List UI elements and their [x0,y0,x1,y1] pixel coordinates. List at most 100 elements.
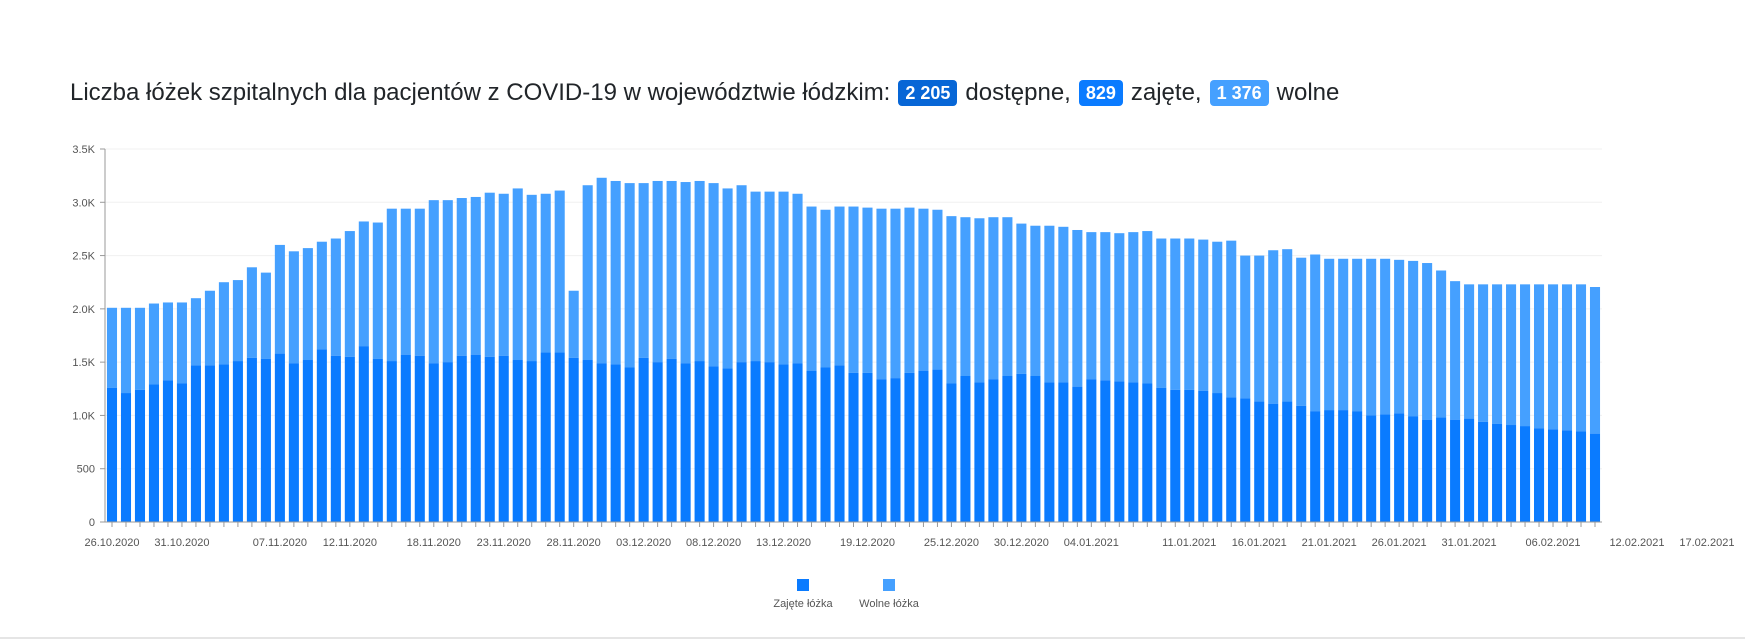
bar-free-beds [1282,249,1293,402]
bar-free-beds [1002,217,1013,376]
bar-free-beds [1044,225,1055,383]
bar-free-beds [302,248,313,361]
bar-occupied-beds [1044,382,1055,522]
bar-free-beds [134,307,146,390]
bar-free-beds [1086,232,1097,380]
bar-free-beds [1268,250,1279,404]
bar-free-beds [1506,284,1517,426]
bar-occupied-beds [162,380,173,522]
bar-free-beds [1254,255,1265,402]
bar-occupied-beds [1310,411,1321,522]
bar-occupied-beds [1226,397,1237,522]
bar-occupied-beds [232,361,243,522]
bar-free-beds [988,217,999,380]
bar-occupied-beds [1478,421,1489,522]
bar-occupied-beds [1072,386,1083,522]
bar-occupied-beds [1142,383,1153,522]
bar-occupied-beds [1520,426,1531,522]
bar-free-beds [1184,238,1195,390]
bar-occupied-beds [316,349,327,522]
legend: Zajęte łóżka Wolne łóżka [773,579,920,610]
occupied-beds-badge: 829 [1078,80,1123,106]
bar-free-beds [1394,259,1405,414]
x-tick-label: 12.02.2021 [1609,537,1664,549]
axes: 0 500 1.0K 1.5K 2.0K 2.5K 3.0K 3.5K 26.10.2020 31… [72,144,1734,549]
bar-occupied-beds [176,383,187,522]
bar-free-beds [820,209,831,368]
bar-free-beds [624,183,635,368]
bar-free-beds [372,222,383,359]
available-beds-label: dostępne, [965,79,1071,106]
y-tick-label: 3.0K [72,197,95,209]
legend-label: Wolne łóżka [859,598,920,610]
bar-free-beds [638,183,649,358]
bar-free-beds [946,216,957,384]
bar-free-beds [680,182,691,364]
bar-occupied-beds [960,375,971,522]
bar-free-beds [1114,233,1125,382]
x-tick-label: 26.01.2021 [1372,537,1427,549]
bar-free-beds [806,206,817,371]
bar-free-beds [1450,281,1461,420]
bar-occupied-beds [1380,414,1391,522]
bar-free-beds [1030,225,1041,376]
bar-occupied-beds [1296,405,1307,522]
y-tick-label: 1.5K [72,357,95,369]
bar-free-beds [1352,258,1363,412]
bar-free-beds [596,177,607,364]
bar-free-beds [260,272,271,359]
bar-occupied-beds [974,382,985,522]
bar-free-beds [652,180,663,363]
bar-free-beds [778,191,789,365]
bar-occupied-beds [512,360,523,522]
bar-free-beds [1170,238,1181,390]
bar-free-beds [218,282,229,365]
bar-occupied-beds [1086,379,1097,522]
bar-occupied-beds [736,362,747,522]
x-tick-label: 06.02.2021 [1526,537,1581,549]
bar-occupied-beds [1212,393,1223,522]
bar-occupied-beds [862,372,873,522]
bar-free-beds [722,188,733,369]
bar-free-beds [554,190,565,353]
bar-free-beds [162,302,173,381]
bar-occupied-beds [666,358,677,522]
bar-occupied-beds [1589,433,1601,522]
bar-free-beds [1561,284,1573,431]
bar-occupied-beds [414,355,425,522]
bar-free-beds [484,192,495,357]
bar-free-beds [470,196,481,355]
bar-occupied-beds [1492,423,1503,522]
bar-free-beds [274,244,285,354]
x-tick-label: 30.12.2020 [994,537,1049,549]
bar-occupied-beds [708,366,719,522]
title-prefix: Liczba łóżek szpitalnych dla pacjentów z… [70,79,891,106]
bar-occupied-beds [806,370,817,522]
bar-free-beds [120,307,132,394]
bar-occupied-beds [148,384,160,522]
bar-free-beds [582,185,593,361]
bar-free-beds [190,298,201,366]
bar-occupied-beds [302,360,313,522]
occupied-beds-label: zajęte, [1130,79,1202,106]
bar-free-beds [666,180,677,359]
bar-occupied-beds [120,393,132,522]
bar-occupied-beds [190,365,201,522]
x-tick-label: 21.01.2021 [1302,537,1357,549]
bar-occupied-beds [372,358,383,522]
bar-occupied-beds [554,352,565,522]
bar-free-beds [1072,229,1083,387]
y-tick-label: 1.0K [72,410,95,422]
bar-free-beds [1547,284,1559,430]
bar-free-beds [1212,241,1223,394]
bar-free-beds [386,208,397,362]
bar-free-beds [1016,223,1027,374]
free-beds-badge: 1 376 [1209,80,1269,106]
legend-swatch [883,579,895,591]
bar-occupied-beds [1240,398,1251,522]
legend-label: Zajęte łóżka [773,598,833,610]
x-tick-label: 23.11.2020 [477,537,531,549]
bar-occupied-beds [470,354,481,522]
bar-occupied-beds [904,372,915,522]
bar-free-beds [764,191,775,363]
